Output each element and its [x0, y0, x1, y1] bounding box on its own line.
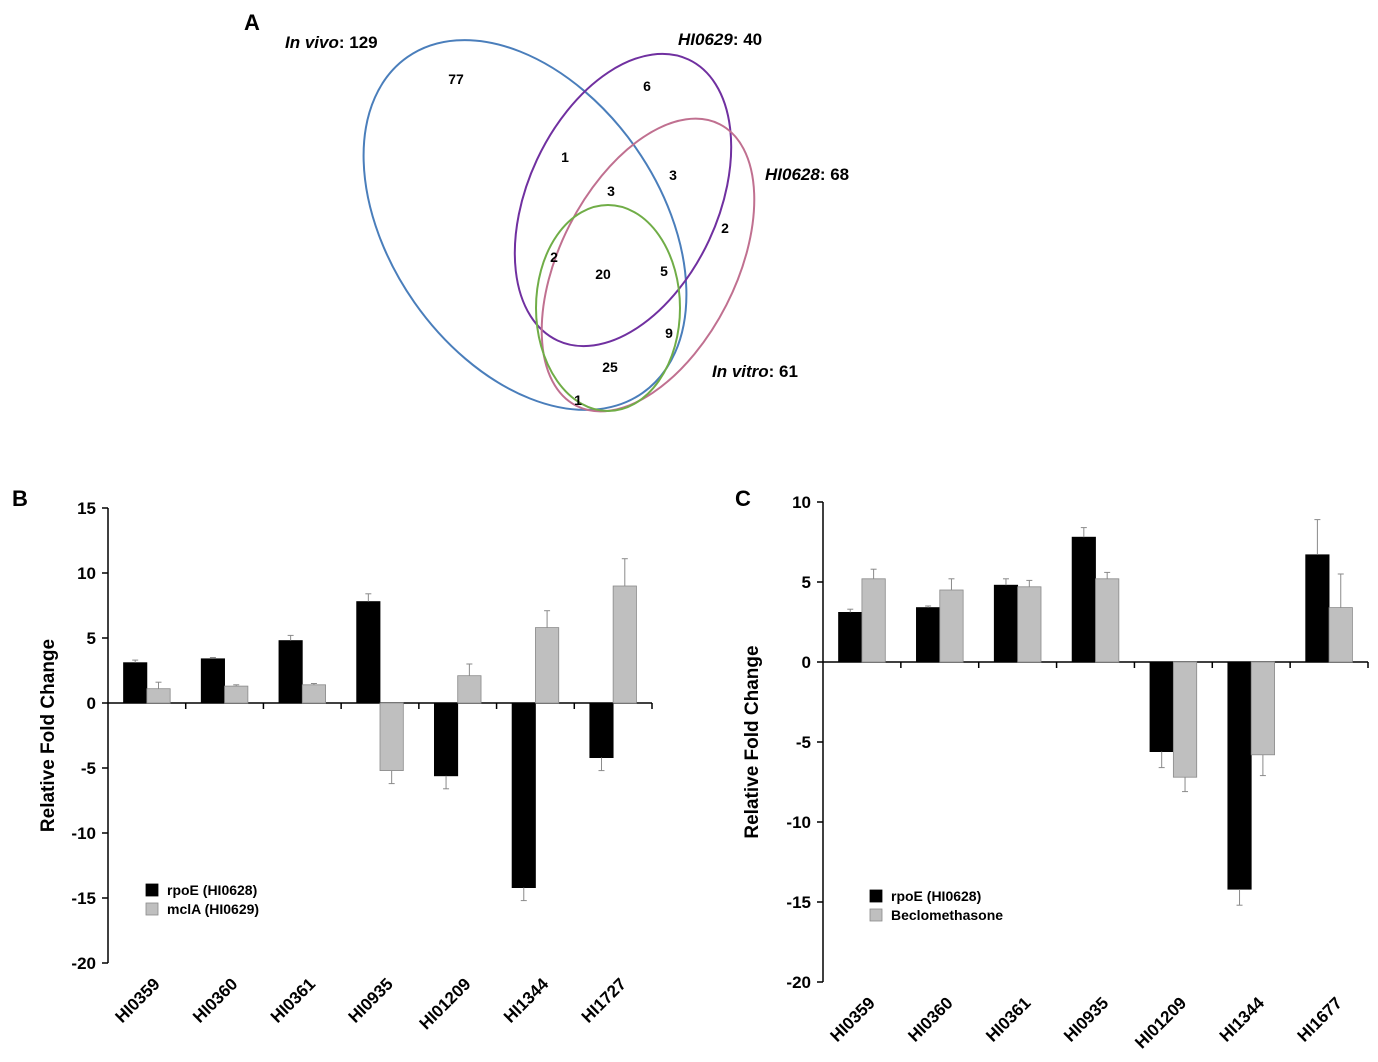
venn-region-count: 3	[669, 167, 677, 183]
bar-series-2	[1017, 586, 1042, 663]
venn-set-hi0628	[540, 117, 756, 413]
y-tick-label: -10	[786, 813, 811, 832]
x-category-label: HI0361	[267, 974, 319, 1026]
y-tick-label: 10	[792, 493, 811, 512]
bar-series-1	[200, 658, 225, 704]
venn-region-count: 2	[550, 249, 558, 265]
x-category-label: HI0360	[904, 993, 956, 1045]
y-tick-label: -15	[786, 893, 811, 912]
bar-series-1	[589, 702, 614, 758]
bar-series-1	[993, 584, 1019, 663]
legend-label: Beclomethasone	[891, 907, 1003, 923]
y-tick-label: 0	[87, 694, 96, 713]
venn-label-hi0628: HI0628: 68	[765, 165, 849, 184]
panel-letter-a: A	[244, 10, 260, 35]
y-tick-label: -20	[71, 954, 96, 973]
venn-region-count: 77	[448, 71, 464, 87]
bar-series-1	[433, 702, 459, 777]
venn-set-in-vitro	[535, 204, 681, 412]
y-tick-label: -15	[71, 889, 96, 908]
x-category-label: HI0935	[345, 974, 397, 1026]
bar-series-2	[939, 589, 964, 663]
venn-region-count: 1	[574, 392, 582, 408]
y-tick-label: 15	[77, 499, 96, 518]
y-tick-label: 5	[802, 573, 811, 592]
x-category-label: HI1344	[500, 974, 553, 1027]
bar-series-2	[535, 627, 560, 704]
x-category-label: HI01209	[416, 974, 475, 1033]
bar-series-2	[1250, 661, 1275, 756]
bar-series-1	[356, 601, 381, 704]
bar-series-1	[1071, 536, 1096, 663]
venn-set-in-vivo	[362, 39, 688, 411]
legend-label: rpoE (HI0628)	[891, 888, 981, 904]
x-category-label: HI0935	[1060, 993, 1112, 1045]
venn-region-count: 2	[721, 220, 729, 236]
venn-label-in-vitro: In vitro: 61	[712, 362, 798, 381]
venn-region-count: 25	[602, 359, 618, 375]
venn-set-hi0629	[513, 52, 733, 348]
legend-swatch	[869, 908, 883, 922]
x-category-label: HI1344	[1216, 993, 1269, 1046]
x-category-label: HI0360	[189, 974, 241, 1026]
bar-series-2	[224, 685, 249, 704]
venn-region-count: 6	[643, 78, 651, 94]
x-category-label: HI0359	[111, 974, 163, 1026]
y-tick-label: 0	[802, 653, 811, 672]
venn-region-count: 20	[595, 266, 611, 282]
y-axis-label: Relative Fold Change	[38, 639, 59, 832]
panel-letter: B	[12, 486, 28, 511]
bar-series-2	[1172, 661, 1198, 778]
bar-series-2	[1328, 607, 1353, 663]
x-category-label: HI0359	[827, 993, 879, 1045]
x-category-label: HI0361	[982, 993, 1034, 1045]
y-tick-label: -10	[71, 824, 96, 843]
y-axis-label: Relative Fold Change	[742, 645, 763, 838]
venn-panel: A In vivo: 129 HI0629: 40 HI0628: 68 In …	[244, 10, 849, 413]
y-tick-label: -20	[786, 973, 811, 992]
y-tick-label: -5	[81, 759, 96, 778]
venn-label-in-vivo: In vivo: 129	[285, 33, 378, 52]
bar-chart-b: B 15 10 5 0 -5 -10 -15 -20 HI0359 HI0360 HI0361 HI09…	[12, 486, 653, 1033]
panel-letter: C	[735, 486, 751, 511]
x-category-label: HI01209	[1131, 993, 1190, 1052]
bar-series-2	[457, 675, 482, 704]
x-category-label: HI1727	[578, 974, 630, 1026]
bar-series-2	[301, 684, 326, 704]
venn-region-count: 1	[561, 149, 569, 165]
venn-region-count: 5	[660, 263, 668, 279]
venn-region-count: 3	[607, 183, 615, 199]
venn-region-count: 9	[665, 325, 673, 341]
legend-swatch	[145, 883, 159, 897]
bar-series-1	[511, 702, 536, 889]
bar-series-2	[1095, 578, 1120, 663]
legend-swatch	[145, 902, 159, 916]
bar-series-2	[379, 702, 404, 771]
bar-series-2	[146, 688, 171, 704]
bar-chart-c: C 10 5 0 -5 -10 -15 -20 HI0359 HI0360 HI0361 HI0935…	[735, 486, 1369, 1052]
bar-series-1	[1227, 661, 1252, 890]
x-category-label: HI1677	[1294, 993, 1346, 1045]
bar-series-2	[861, 578, 886, 663]
bar-series-1	[838, 612, 863, 663]
legend-label: rpoE (HI0628)	[167, 882, 257, 898]
y-tick-label: -5	[796, 733, 811, 752]
y-tick-label: 10	[77, 564, 96, 583]
bar-series-1	[916, 607, 941, 663]
bar-series-1	[278, 640, 303, 704]
venn-label-hi0629: HI0629: 40	[678, 30, 762, 49]
y-tick-label: 5	[87, 629, 96, 648]
bar-series-2	[612, 585, 637, 704]
bar-series-1	[1305, 554, 1330, 663]
bar-series-1	[1149, 661, 1174, 752]
legend-label: mclA (HI0629)	[167, 901, 259, 917]
legend-swatch	[869, 889, 883, 903]
bar-series-1	[123, 662, 148, 704]
